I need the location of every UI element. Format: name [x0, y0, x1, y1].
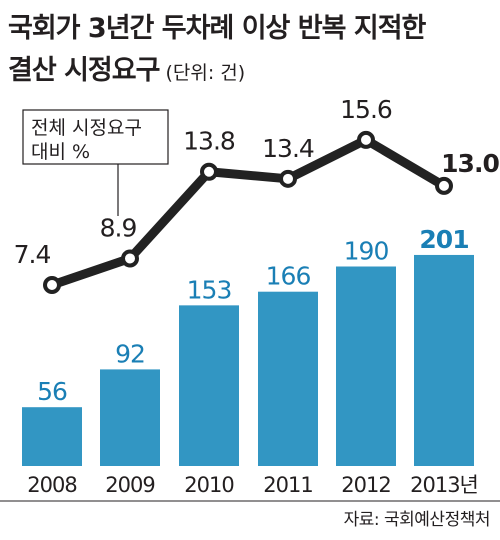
line-value-label: 13.4	[262, 134, 314, 163]
callout-label-line2: 대비 %	[31, 141, 90, 163]
x-tick-label: 2010	[184, 473, 233, 497]
chart-title-line2: 결산 시정요구 (단위: 건)	[8, 48, 245, 87]
line-point	[435, 176, 453, 195]
bar	[414, 254, 474, 466]
bar-value-label: 190	[344, 237, 389, 266]
line-value-label: 8.9	[100, 213, 137, 242]
x-tick-label: 2009	[105, 473, 154, 497]
bar	[100, 369, 160, 466]
x-tick-label: 2008	[27, 473, 76, 497]
line-value-label: 7.4	[14, 240, 51, 269]
line-point	[43, 276, 61, 295]
bar	[179, 305, 239, 466]
bar-value-label: 166	[266, 262, 311, 291]
legend-callout: 전체 시정요구 대비 %	[22, 109, 169, 216]
callout-label-line1: 전체 시정요구	[31, 117, 142, 139]
series-line	[47, 135, 449, 290]
x-tick-label: 2012	[341, 473, 390, 497]
line-point	[200, 162, 218, 181]
bar	[22, 407, 82, 466]
x-tick-label: 2013년	[410, 473, 478, 497]
line-point	[279, 169, 297, 188]
bar	[336, 266, 396, 466]
line-value-label: 15.6	[340, 95, 392, 124]
bar-group: 56 2008 92 2009 153 2010 166 2011 190 2012 201 2013…	[22, 225, 479, 497]
line-series: 7.4 8.9 13.8 13.4 15.6 13.0	[14, 95, 500, 295]
bar-value-label: 153	[187, 275, 232, 304]
bar-value-label: 56	[37, 377, 67, 406]
line-point	[357, 130, 375, 149]
bar	[258, 291, 318, 466]
line-point	[121, 249, 139, 268]
line-value-label: 13.8	[183, 127, 235, 156]
chart-title-line1: 국회가 3년간 두차례 이상 반복 지적한	[8, 13, 426, 44]
source-note: 자료: 국회예산정책처	[343, 510, 491, 530]
unit-label: (단위: 건)	[165, 62, 246, 84]
chart-title-line2-text: 결산 시정요구	[8, 55, 160, 86]
bar-value-label: 201	[419, 225, 468, 254]
line-value-label: 13.0	[441, 149, 499, 178]
x-tick-label: 2011	[263, 473, 312, 497]
callout-box	[22, 109, 169, 165]
bar-value-label: 92	[115, 339, 145, 368]
